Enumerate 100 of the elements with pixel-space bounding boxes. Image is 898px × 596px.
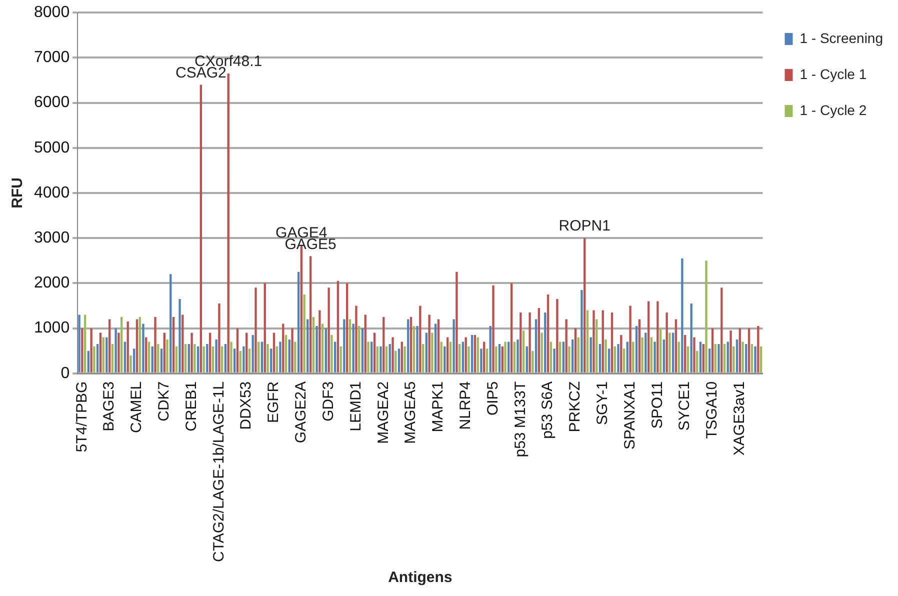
bar [148, 342, 150, 372]
bar [130, 355, 132, 372]
bar [248, 348, 251, 372]
y-tick-label: 5000 [34, 139, 70, 156]
bar [696, 350, 698, 372]
bar [470, 335, 474, 372]
bar [596, 319, 598, 372]
bar [330, 335, 333, 372]
bar [376, 346, 378, 372]
bar [590, 337, 592, 372]
bar [400, 342, 403, 372]
x-tick-label: CDK7 [156, 381, 173, 422]
bar [266, 344, 269, 372]
bar [736, 340, 738, 372]
bar [142, 324, 144, 372]
bar [516, 340, 519, 372]
bar [227, 73, 230, 372]
x-tick-label: MAPK1 [430, 381, 447, 432]
bar [635, 326, 638, 372]
bar [534, 319, 538, 372]
bar [720, 288, 723, 372]
bar [610, 312, 614, 372]
bar [272, 332, 276, 372]
bar [528, 312, 531, 372]
bar [662, 340, 666, 372]
bar [434, 324, 437, 372]
bar [492, 285, 494, 372]
bar [668, 332, 671, 372]
legend-label: 1 - Cycle 1 [800, 66, 867, 82]
bar [526, 346, 528, 372]
x-tick-label: BAGE3 [100, 381, 118, 432]
bar [580, 290, 583, 372]
y-tick-label: 0 [60, 364, 70, 382]
bar [90, 328, 92, 372]
bar [644, 332, 647, 372]
bar [343, 319, 346, 372]
x-tick-label: MAGEA5 [402, 381, 420, 444]
bar [284, 335, 288, 372]
bar [382, 317, 385, 372]
bar [352, 324, 354, 372]
bar [748, 328, 750, 372]
bar [145, 337, 148, 372]
bar [172, 317, 175, 372]
bar [252, 335, 254, 372]
bar [260, 342, 264, 372]
x-tick-label: CTAG2/LAGE-1b/LAGE-1L [210, 381, 228, 562]
bar [620, 335, 622, 372]
bar [504, 342, 506, 372]
bar [462, 342, 464, 372]
bar [538, 308, 540, 372]
bar [318, 310, 321, 372]
bar [686, 346, 690, 372]
bar [638, 319, 640, 372]
bar [650, 337, 653, 372]
bar [78, 314, 80, 372]
bar [757, 326, 760, 372]
bar [544, 312, 546, 372]
bar [102, 337, 104, 372]
bar [419, 306, 422, 372]
bar [276, 346, 278, 372]
bar [254, 288, 257, 372]
bar [93, 346, 96, 372]
bar [246, 332, 248, 372]
bar [718, 344, 720, 372]
x-tick-label: PRKCZ [566, 381, 584, 432]
bar [654, 342, 656, 372]
bar [394, 350, 397, 372]
bar [306, 319, 309, 372]
bar [324, 328, 328, 372]
bar [388, 344, 391, 372]
bar [476, 337, 479, 372]
bar [550, 342, 552, 372]
bar [303, 294, 306, 372]
bar [592, 310, 595, 372]
bar [178, 298, 181, 372]
bar [114, 328, 117, 372]
bar [705, 260, 708, 372]
bar [458, 344, 461, 372]
bar [364, 314, 366, 372]
bar [489, 326, 492, 372]
bar [699, 342, 702, 372]
bar [412, 326, 416, 372]
bar [678, 342, 680, 372]
x-tick-label: 5T4/TPBG [73, 381, 90, 452]
bar [138, 317, 141, 372]
x-tick-label: DDX53 [238, 381, 255, 430]
bar [166, 340, 168, 372]
x-tick-label: LEMD1 [347, 381, 364, 432]
bar [726, 342, 729, 372]
bar [711, 328, 714, 372]
bar [279, 342, 282, 372]
bar [212, 346, 214, 372]
bar [239, 350, 242, 372]
bar [340, 346, 342, 372]
bar [175, 346, 178, 372]
bar [681, 258, 684, 372]
bar [684, 335, 686, 372]
bar [513, 342, 516, 372]
bar [220, 346, 224, 372]
bar [230, 342, 232, 372]
